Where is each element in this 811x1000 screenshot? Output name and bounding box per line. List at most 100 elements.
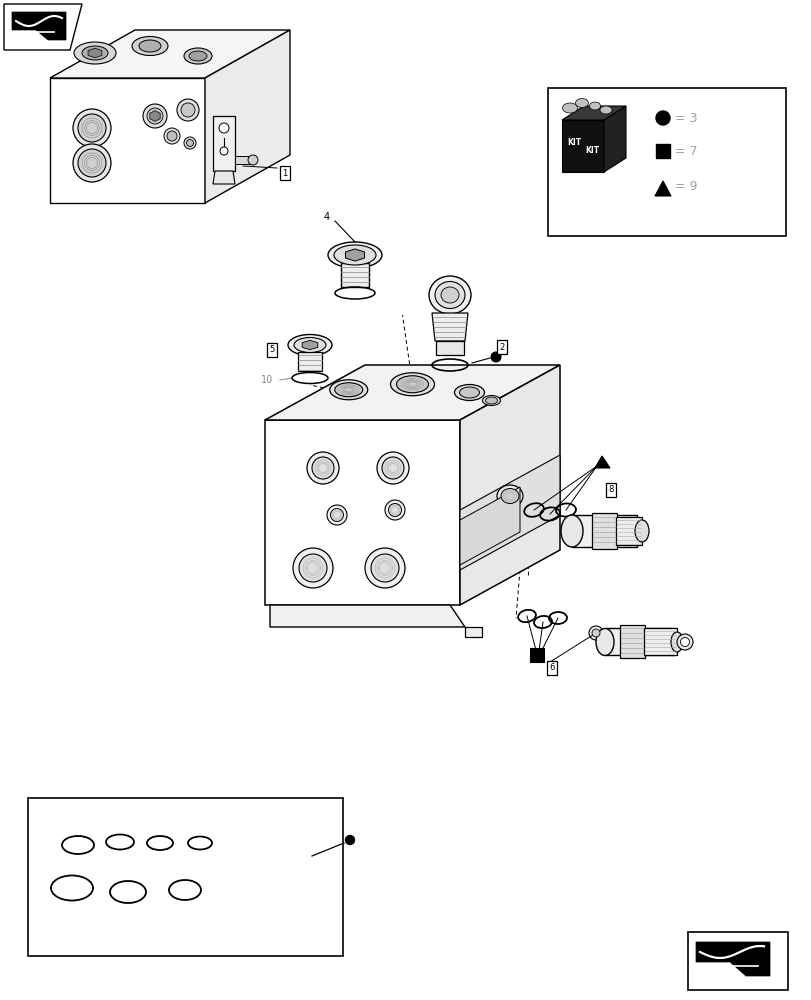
- Polygon shape: [604, 628, 674, 655]
- Ellipse shape: [293, 548, 333, 588]
- Ellipse shape: [78, 149, 106, 177]
- Polygon shape: [341, 263, 368, 287]
- Text: KIT: KIT: [584, 146, 599, 155]
- Ellipse shape: [560, 515, 582, 547]
- Ellipse shape: [562, 103, 577, 113]
- Ellipse shape: [219, 123, 229, 133]
- Ellipse shape: [371, 554, 398, 582]
- Polygon shape: [643, 628, 676, 655]
- Polygon shape: [654, 181, 670, 196]
- Ellipse shape: [428, 276, 470, 314]
- Ellipse shape: [164, 128, 180, 144]
- Ellipse shape: [132, 36, 168, 56]
- Polygon shape: [460, 487, 519, 565]
- Text: 1: 1: [282, 169, 287, 178]
- Polygon shape: [591, 513, 616, 549]
- Polygon shape: [270, 605, 465, 627]
- Polygon shape: [212, 171, 234, 184]
- Ellipse shape: [329, 380, 367, 400]
- Text: 5: 5: [269, 346, 274, 355]
- Ellipse shape: [388, 504, 401, 516]
- Text: 6: 6: [548, 664, 554, 672]
- Polygon shape: [264, 365, 560, 420]
- Ellipse shape: [384, 500, 405, 520]
- Ellipse shape: [298, 554, 327, 582]
- Ellipse shape: [680, 638, 689, 647]
- Polygon shape: [12, 12, 66, 40]
- Polygon shape: [620, 625, 644, 658]
- Ellipse shape: [247, 155, 258, 165]
- Polygon shape: [695, 942, 769, 976]
- Polygon shape: [460, 455, 560, 570]
- Polygon shape: [50, 30, 290, 78]
- Ellipse shape: [73, 109, 111, 147]
- Ellipse shape: [588, 626, 603, 640]
- Ellipse shape: [676, 634, 692, 650]
- Bar: [28, 798, 342, 956]
- Ellipse shape: [311, 457, 333, 479]
- Text: 4: 4: [324, 212, 329, 222]
- Ellipse shape: [167, 131, 177, 141]
- Bar: [687, 932, 787, 990]
- Ellipse shape: [459, 387, 479, 398]
- Polygon shape: [50, 78, 204, 203]
- Bar: [212, 116, 234, 171]
- Ellipse shape: [189, 51, 207, 61]
- Ellipse shape: [181, 103, 195, 117]
- Ellipse shape: [435, 282, 465, 308]
- Ellipse shape: [328, 242, 381, 268]
- Ellipse shape: [595, 629, 613, 656]
- Polygon shape: [561, 106, 625, 120]
- Text: = 9: = 9: [674, 180, 697, 193]
- Polygon shape: [345, 249, 364, 261]
- Text: KIT: KIT: [566, 138, 581, 147]
- Ellipse shape: [187, 140, 193, 147]
- Ellipse shape: [670, 632, 682, 652]
- Polygon shape: [302, 340, 317, 350]
- Text: 2: 2: [499, 342, 504, 352]
- Polygon shape: [4, 4, 82, 50]
- Polygon shape: [561, 120, 603, 172]
- Text: = 7: = 7: [674, 145, 697, 158]
- Ellipse shape: [327, 505, 346, 525]
- Ellipse shape: [589, 102, 600, 110]
- Ellipse shape: [330, 508, 343, 522]
- Ellipse shape: [396, 376, 428, 393]
- Ellipse shape: [440, 287, 458, 303]
- Ellipse shape: [82, 46, 108, 60]
- Ellipse shape: [599, 106, 611, 114]
- Polygon shape: [571, 515, 636, 547]
- Polygon shape: [603, 106, 625, 172]
- Ellipse shape: [454, 384, 484, 400]
- Ellipse shape: [307, 452, 338, 484]
- Ellipse shape: [177, 99, 199, 121]
- Ellipse shape: [184, 137, 195, 149]
- Ellipse shape: [365, 548, 405, 588]
- Polygon shape: [149, 111, 160, 121]
- Polygon shape: [431, 313, 467, 341]
- Ellipse shape: [390, 373, 434, 396]
- Ellipse shape: [500, 488, 518, 504]
- Ellipse shape: [78, 114, 106, 142]
- Ellipse shape: [376, 452, 409, 484]
- Text: = 3: = 3: [674, 112, 697, 125]
- Ellipse shape: [143, 104, 167, 128]
- Ellipse shape: [147, 108, 163, 124]
- Ellipse shape: [485, 397, 497, 404]
- Ellipse shape: [496, 485, 522, 507]
- Ellipse shape: [591, 629, 599, 637]
- Polygon shape: [298, 352, 322, 371]
- Ellipse shape: [345, 835, 354, 844]
- Text: 10: 10: [260, 375, 272, 385]
- Ellipse shape: [294, 338, 325, 353]
- Bar: [655, 144, 669, 158]
- Ellipse shape: [333, 245, 375, 265]
- Polygon shape: [465, 627, 482, 637]
- Ellipse shape: [381, 457, 404, 479]
- Ellipse shape: [655, 111, 669, 125]
- Text: 8: 8: [607, 486, 613, 494]
- Ellipse shape: [634, 520, 648, 542]
- Ellipse shape: [575, 99, 588, 108]
- Bar: [530, 648, 543, 662]
- Polygon shape: [460, 365, 560, 605]
